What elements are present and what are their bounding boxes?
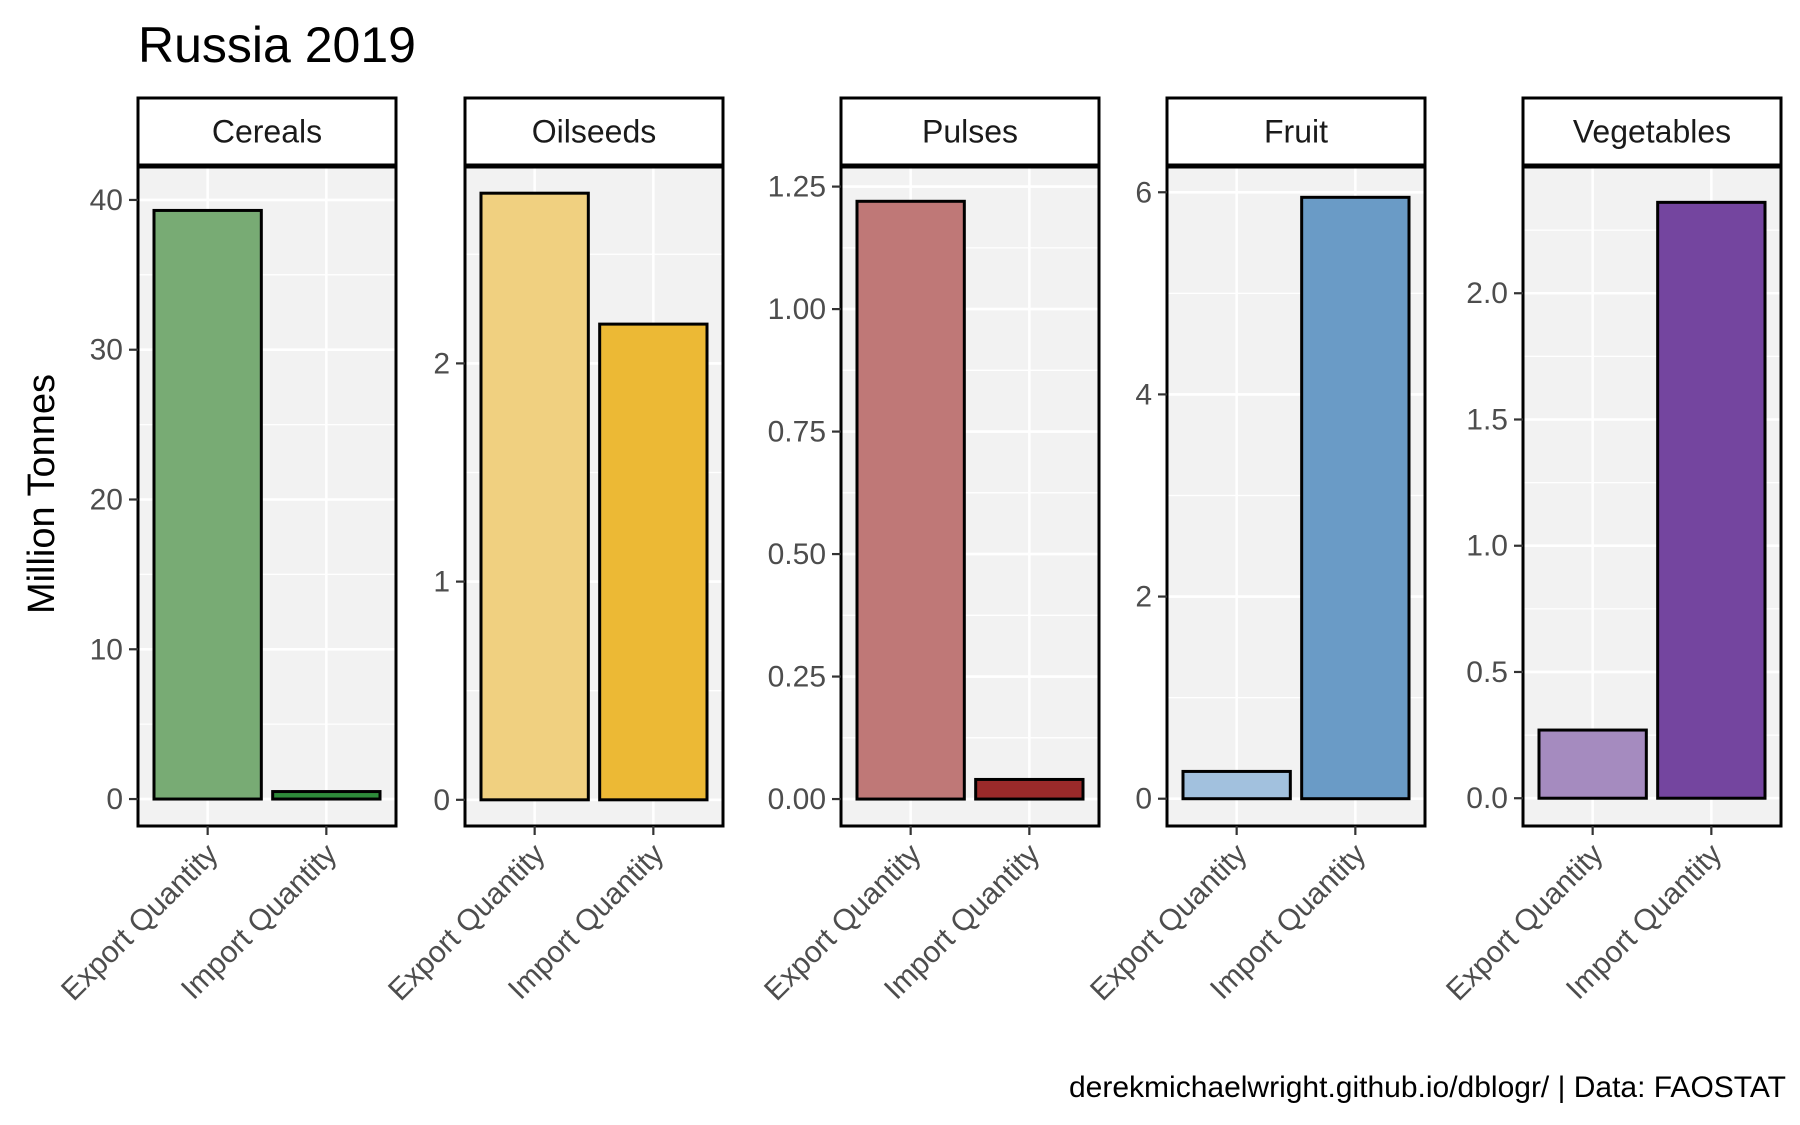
bar-oilseeds-import-quantity bbox=[598, 322, 709, 802]
y-tick-label: 2 bbox=[1135, 581, 1152, 614]
facet-strip bbox=[839, 96, 1101, 167]
y-tick-label: 6 bbox=[1135, 176, 1152, 209]
y-tick-label: 1.25 bbox=[768, 171, 826, 204]
panel-border bbox=[1165, 165, 1427, 828]
facet-strip bbox=[463, 96, 725, 167]
bar-fruit-import-quantity bbox=[1300, 195, 1411, 801]
panel-border bbox=[839, 165, 1101, 828]
y-tick-label: 0.25 bbox=[768, 661, 826, 694]
panel-border bbox=[1521, 165, 1783, 828]
y-tick-label: 2.0 bbox=[1466, 277, 1508, 310]
y-tick-label: 0.00 bbox=[768, 783, 826, 816]
bar-cereals-import-quantity bbox=[271, 790, 382, 801]
panel-border bbox=[136, 165, 398, 828]
chart-caption: derekmichaelwright.github.io/dblogr/ | D… bbox=[1069, 1071, 1786, 1104]
y-tick-label: 0 bbox=[1135, 783, 1152, 816]
y-tick-label: 0.0 bbox=[1466, 782, 1508, 815]
bar-pulses-export-quantity bbox=[855, 199, 966, 801]
facet-strip bbox=[1521, 96, 1783, 167]
panel-border bbox=[463, 165, 725, 828]
y-tick-label: 0.50 bbox=[768, 538, 826, 571]
facet-strip-label: Oilseeds bbox=[532, 114, 657, 150]
y-tick-label: 1.5 bbox=[1466, 403, 1508, 436]
facet-strip-label: Cereals bbox=[212, 114, 322, 150]
y-tick-label: 0.75 bbox=[768, 416, 826, 449]
bar-pulses-import-quantity bbox=[974, 777, 1085, 801]
facet-strip-label: Pulses bbox=[922, 114, 1018, 150]
y-tick-label: 1 bbox=[433, 566, 450, 599]
bar-oilseeds-export-quantity bbox=[479, 191, 590, 802]
y-tick-label: 40 bbox=[90, 184, 123, 217]
bar-vegetables-import-quantity bbox=[1656, 200, 1767, 800]
y-tick-label: 0.5 bbox=[1466, 656, 1508, 689]
y-tick-label: 10 bbox=[90, 633, 123, 666]
y-tick-label: 0 bbox=[106, 783, 123, 816]
y-tick-label: 0 bbox=[433, 784, 450, 817]
y-axis-label: Million Tonnes bbox=[21, 374, 63, 614]
facet-strip-label: Vegetables bbox=[1573, 114, 1731, 150]
y-tick-label: 1.0 bbox=[1466, 530, 1508, 563]
chart-title: Russia 2019 bbox=[138, 17, 416, 73]
y-tick-label: 4 bbox=[1135, 378, 1152, 411]
y-tick-label: 1.00 bbox=[768, 293, 826, 326]
y-tick-label: 30 bbox=[90, 334, 123, 367]
facet-strip bbox=[1165, 96, 1427, 167]
facet-strip bbox=[136, 96, 398, 167]
y-tick-label: 2 bbox=[433, 347, 450, 380]
bar-cereals-export-quantity bbox=[152, 208, 263, 801]
bar-vegetables-export-quantity bbox=[1537, 728, 1648, 800]
facet-strip-label: Fruit bbox=[1264, 114, 1328, 150]
bar-fruit-export-quantity bbox=[1181, 769, 1292, 801]
y-tick-label: 20 bbox=[90, 483, 123, 516]
